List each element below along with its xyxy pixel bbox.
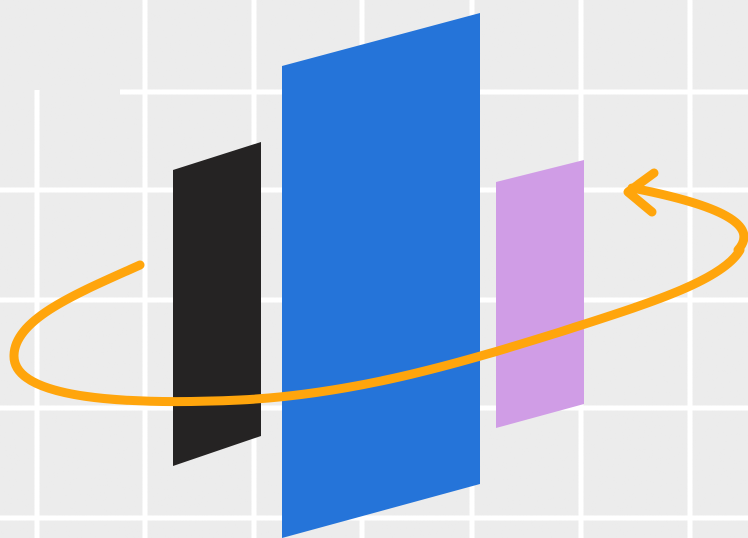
arrow-head-icon: [623, 168, 659, 217]
circular-arrow-icon: [9, 245, 745, 407]
orbit-arrow-back: [627, 183, 748, 255]
blue-panel: [282, 13, 480, 538]
black-panel: [173, 142, 261, 466]
lilac-panel: [496, 160, 584, 428]
